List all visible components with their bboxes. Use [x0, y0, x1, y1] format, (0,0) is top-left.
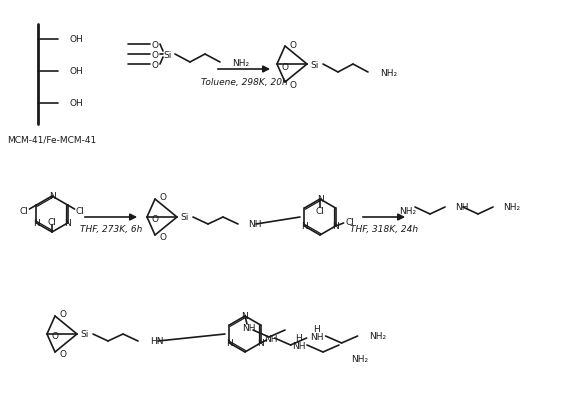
Text: NH₂: NH₂ — [232, 58, 249, 67]
Text: NH: NH — [455, 203, 468, 212]
Text: H: H — [295, 334, 302, 343]
Text: Toluene, 298K, 20h: Toluene, 298K, 20h — [201, 77, 288, 86]
Text: O: O — [151, 215, 159, 224]
Text: N: N — [64, 219, 71, 228]
Text: HN: HN — [150, 337, 163, 346]
Text: O: O — [59, 350, 67, 358]
Text: Cl: Cl — [47, 218, 56, 227]
Text: Si: Si — [164, 50, 172, 59]
Text: N: N — [49, 192, 55, 201]
Text: O: O — [151, 50, 159, 59]
Text: NH: NH — [292, 342, 306, 351]
Text: N: N — [316, 195, 323, 204]
Text: N: N — [332, 222, 339, 231]
Text: OH: OH — [70, 67, 84, 76]
Text: Cl: Cl — [20, 207, 29, 216]
Text: Si: Si — [181, 213, 189, 222]
Text: NH: NH — [242, 324, 256, 333]
Text: THF, 273K, 6h: THF, 273K, 6h — [80, 225, 142, 234]
Text: Si: Si — [81, 330, 89, 339]
Text: NH₂: NH₂ — [370, 332, 386, 341]
Text: THF, 318K, 24h: THF, 318K, 24h — [350, 225, 418, 234]
Text: NH: NH — [248, 220, 262, 229]
Text: MCM-41/Fe-MCM-41: MCM-41/Fe-MCM-41 — [7, 135, 97, 144]
Text: OH: OH — [70, 99, 84, 108]
Text: N: N — [33, 219, 40, 228]
Text: Cl: Cl — [345, 218, 354, 227]
Text: N: N — [257, 339, 264, 348]
Text: NH₂: NH₂ — [503, 203, 520, 212]
Text: OH: OH — [70, 36, 84, 44]
Text: O: O — [281, 62, 289, 71]
Text: NH: NH — [310, 333, 323, 342]
Text: N: N — [242, 312, 249, 321]
Text: O: O — [159, 233, 167, 242]
Text: NH₂: NH₂ — [399, 207, 416, 216]
Text: NH₂: NH₂ — [380, 68, 397, 77]
Text: N: N — [301, 222, 308, 231]
Text: N: N — [226, 339, 233, 348]
Text: Si: Si — [311, 60, 319, 69]
Text: O: O — [289, 40, 297, 50]
Text: O: O — [159, 193, 167, 202]
Text: O: O — [151, 60, 159, 69]
Text: O: O — [59, 310, 67, 319]
Text: O: O — [151, 40, 159, 50]
Text: Cl: Cl — [75, 207, 84, 216]
Text: O: O — [289, 80, 297, 89]
Text: Cl: Cl — [316, 207, 324, 216]
Text: H: H — [313, 325, 320, 334]
Text: NH: NH — [264, 335, 277, 344]
Text: O: O — [51, 332, 59, 341]
Text: NH₂: NH₂ — [351, 355, 368, 363]
